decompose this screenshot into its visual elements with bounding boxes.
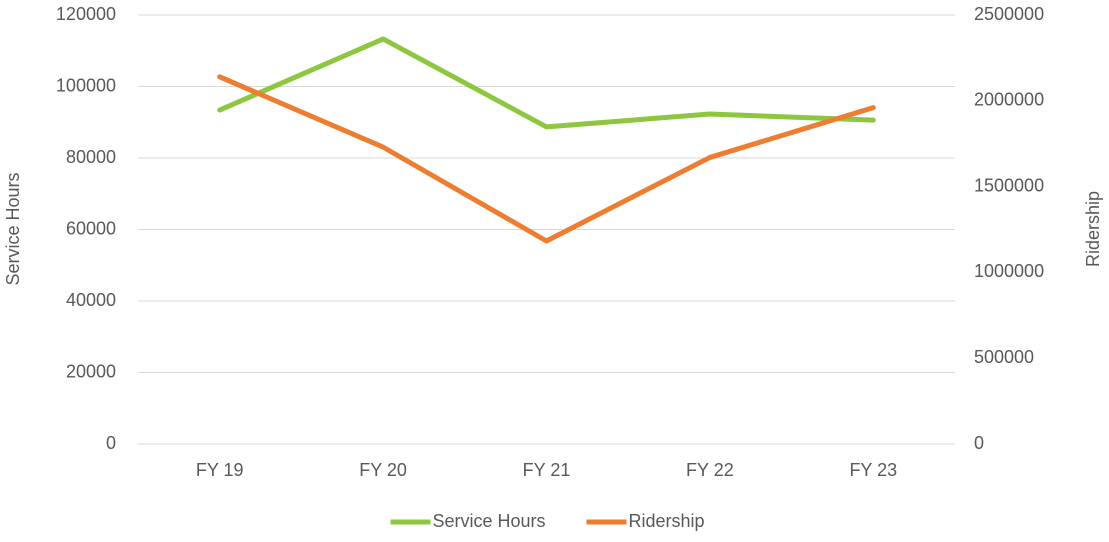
y2-tick-label: 1500000 xyxy=(974,175,1044,195)
legend-label: Ridership xyxy=(629,511,705,531)
x-tick-label: FY 19 xyxy=(196,460,244,480)
y2-tick-label: 2000000 xyxy=(974,90,1044,110)
y-tick-label: 60000 xyxy=(66,218,116,238)
y-tick-label: 100000 xyxy=(56,75,116,95)
y2-tick-label: 2500000 xyxy=(974,4,1044,24)
series-line xyxy=(217,74,876,244)
y-tick-label: 80000 xyxy=(66,147,116,167)
y2-tick-label: 0 xyxy=(974,433,984,453)
x-tick-label: FY 21 xyxy=(523,460,571,480)
y2-tick-label: 500000 xyxy=(974,347,1034,367)
x-tick-label: FY 22 xyxy=(686,460,734,480)
x-tick-label: FY 23 xyxy=(849,460,897,480)
y-axis-title: Service Hours xyxy=(3,172,23,285)
y2-axis-title: Ridership xyxy=(1083,191,1103,267)
y-tick-label: 20000 xyxy=(66,361,116,381)
y-tick-label: 40000 xyxy=(66,290,116,310)
y-tick-label: 0 xyxy=(106,433,116,453)
legend-label: Service Hours xyxy=(433,511,546,531)
y2-tick-label: 1000000 xyxy=(974,261,1044,281)
x-tick-label: FY 20 xyxy=(359,460,407,480)
y-tick-label: 120000 xyxy=(56,4,116,24)
series-line xyxy=(217,36,876,130)
